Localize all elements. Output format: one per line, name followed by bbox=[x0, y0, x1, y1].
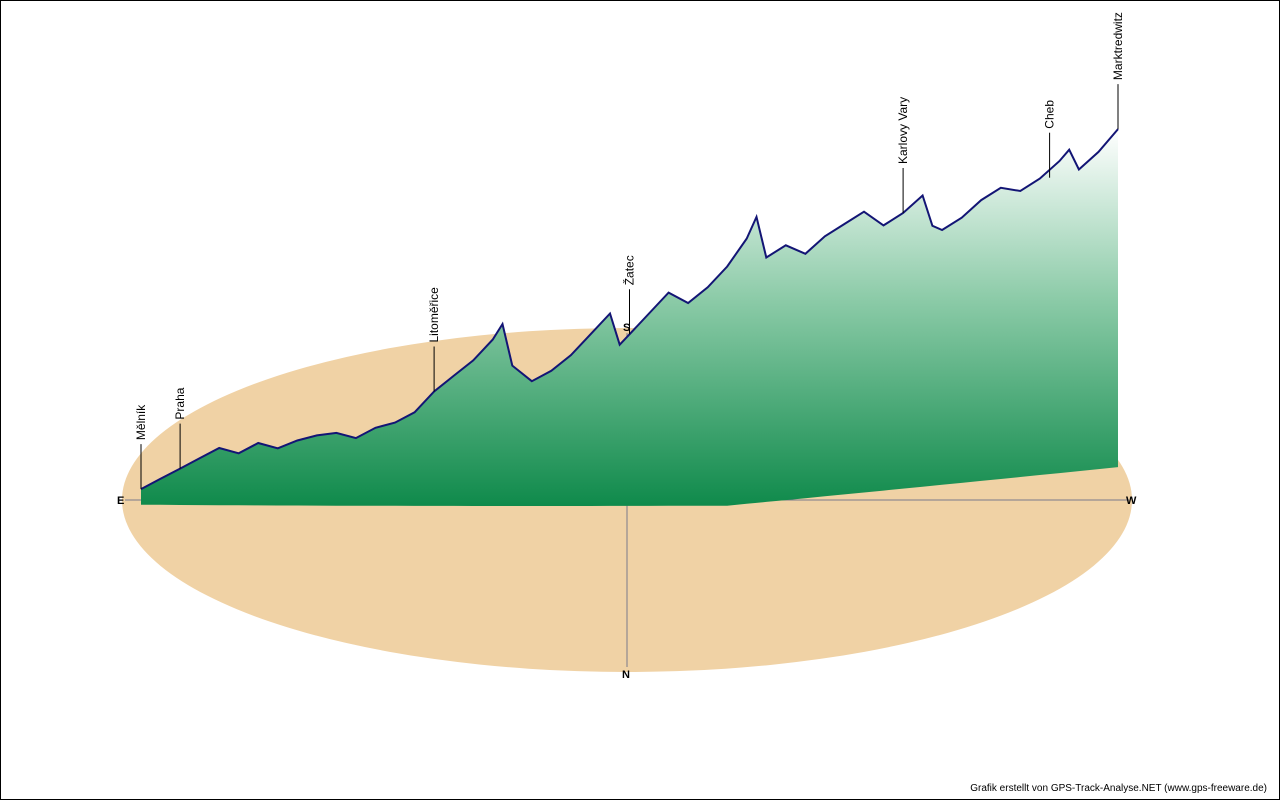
place-label: Praha bbox=[173, 387, 187, 419]
credit-text: Grafik erstellt von GPS-Track-Analyse.NE… bbox=[970, 783, 1267, 794]
place-markers: Mělník Praha Litoměřice Žatec Karlovy Vary Ch… bbox=[134, 12, 1125, 490]
place-label: Žatec bbox=[622, 255, 637, 285]
place-label: Marktredwitz bbox=[1111, 12, 1125, 80]
compass-south-label: S bbox=[623, 322, 630, 334]
place-label: Mělník bbox=[134, 404, 148, 440]
compass-east-label: E bbox=[117, 495, 124, 507]
profile-area bbox=[141, 129, 1118, 506]
compass-west-label: W bbox=[1126, 495, 1137, 507]
elevation-profile bbox=[140, 128, 1119, 506]
compass-north-label: N bbox=[622, 669, 630, 681]
place-label: Litoměřice bbox=[427, 287, 441, 343]
profile-line bbox=[140, 128, 1119, 490]
place-label: Karlovy Vary bbox=[896, 97, 910, 164]
place-label: Cheb bbox=[1043, 100, 1057, 129]
